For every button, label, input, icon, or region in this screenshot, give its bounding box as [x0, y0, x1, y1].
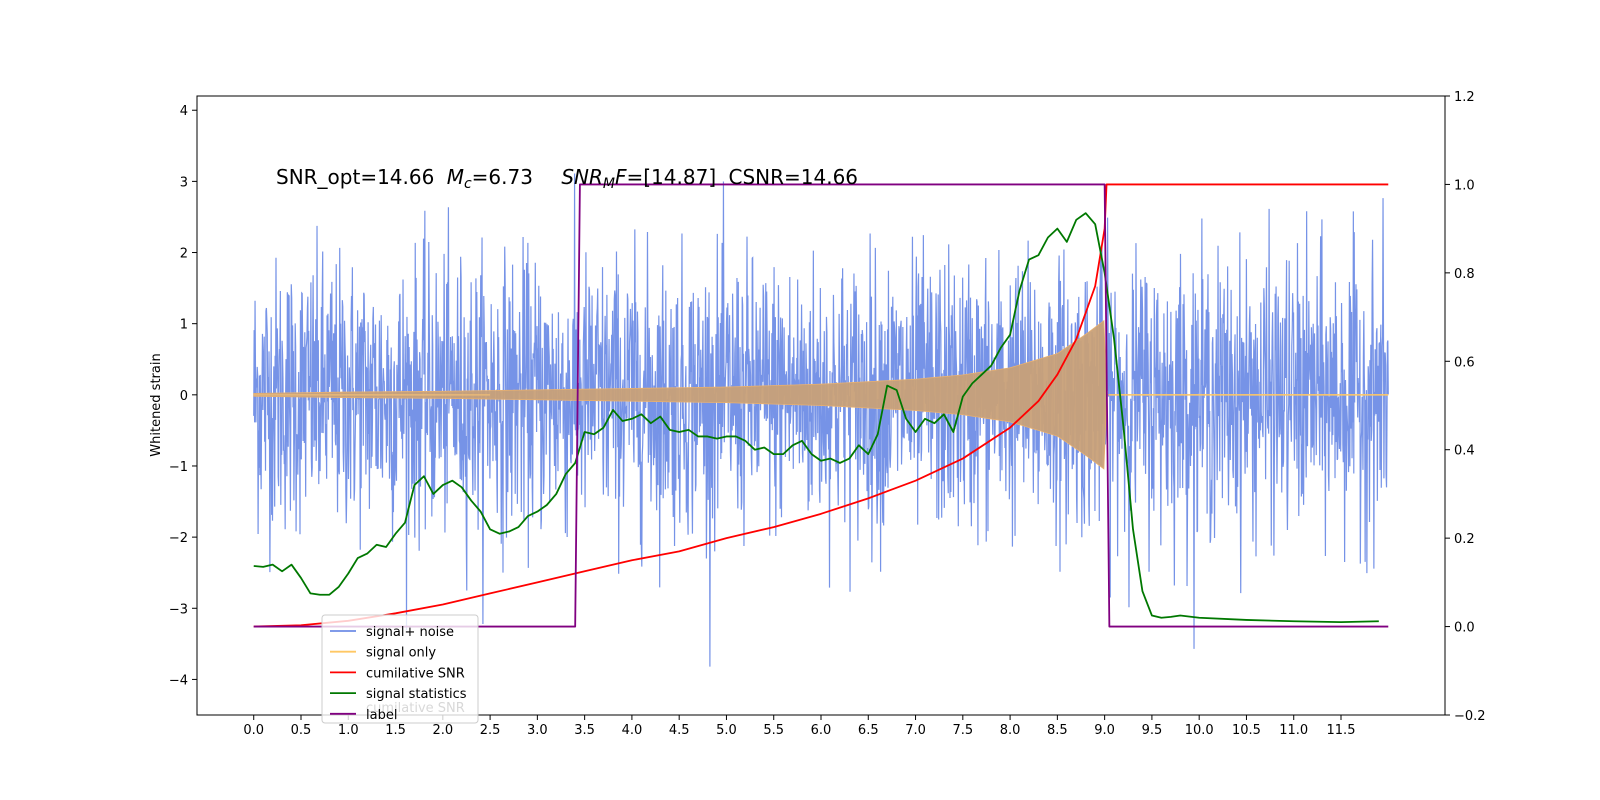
y-axis-left: 4 3 2 1 0 −1 −2 −3 −4 [169, 104, 197, 688]
snrmf-symbol: SNR [561, 165, 603, 189]
legend-entry-label: signal+ noise [366, 625, 454, 640]
line-series-group [253, 183, 1389, 628]
snr-annotation: SNR_opt=14.66 Mc=6.73 SNRMF=[14.87] CSNR… [276, 165, 858, 192]
y-left-tick-label: 2 [180, 247, 188, 262]
x-tick-label: 7.0 [905, 723, 926, 738]
x-tick-label: 5.0 [716, 723, 737, 738]
y-right-tick-label: 1.0 [1454, 178, 1475, 193]
y-left-tick-label: 0 [180, 389, 188, 404]
snr-opt-text: SNR_opt=14.66 [276, 165, 434, 189]
x-axis: 0.0 0.5 1.0 1.5 2.0 2.5 3.0 3.5 4.0 4.5 5.0 5.5 6.0 6… [243, 715, 1355, 738]
y-left-tick-label: 4 [180, 104, 188, 119]
legend-entry-label: signal only [366, 646, 436, 661]
label-line [253, 183, 1389, 628]
legend-ghost-text: cumilative SNR [366, 701, 465, 716]
x-tick-label: 1.5 [385, 723, 406, 738]
x-tick-label: 6.5 [858, 723, 879, 738]
x-tick-label: 0.0 [243, 723, 264, 738]
cumilative-snr-line [253, 183, 1389, 628]
x-tick-label: 8.5 [1047, 723, 1068, 738]
x-tick-label: 11.0 [1279, 723, 1308, 738]
x-tick-label: 9.5 [1142, 723, 1163, 738]
snrmf-subscript: M [603, 176, 615, 192]
y-axis-label: Whitened strain [149, 353, 164, 456]
plot-area [253, 173, 1389, 667]
csnr-text: CSNR=14.66 [728, 165, 858, 189]
x-tick-label: 4.5 [669, 723, 690, 738]
x-tick-label: 8.0 [1000, 723, 1021, 738]
x-tick-label: 11.5 [1327, 723, 1356, 738]
legend-entry-label: label [366, 708, 397, 723]
legend-box [321, 614, 479, 724]
signal-only-series [253, 319, 1389, 470]
mc-subscript: c [464, 176, 472, 192]
x-tick-label: 5.5 [763, 723, 784, 738]
legend: cumilative SNR signal+ noise signal only c… [321, 614, 479, 724]
signal-noise-line [253, 173, 1389, 667]
y-right-tick-label: 0.4 [1454, 444, 1475, 459]
x-tick-label: 0.5 [291, 723, 312, 738]
y-right-tick-label: 0.8 [1454, 267, 1475, 282]
legend-entry-label: signal statistics [366, 687, 467, 702]
y-left-tick-label: −2 [169, 531, 188, 546]
x-tick-label: 3.0 [527, 723, 548, 738]
y-right-tick-label: 1.2 [1454, 90, 1475, 105]
mc-symbol: M [447, 165, 464, 189]
signal-noise-series [253, 173, 1389, 667]
x-tick-label: 10.5 [1232, 723, 1261, 738]
y-right-tick-label: 0.6 [1454, 355, 1475, 370]
signal-statistics-line [253, 212, 1379, 624]
y-right-tick-label: 0.2 [1454, 532, 1475, 547]
x-tick-label: 9.0 [1094, 723, 1115, 738]
y-left-tick-label: −3 [169, 602, 188, 617]
mc-value: =6.73 [472, 165, 533, 189]
x-tick-label: 1.0 [338, 723, 359, 738]
y-left-tick-label: −4 [169, 673, 188, 688]
x-tick-label: 7.5 [952, 723, 973, 738]
y-right-tick-label: −0.2 [1454, 709, 1486, 724]
y-left-tick-label: −1 [169, 460, 188, 475]
y-right-tick-label: 0.0 [1454, 621, 1475, 636]
y-axis-right: 1.2 1.0 0.8 0.6 0.4 0.2 0.0 −0.2 [1445, 90, 1486, 724]
x-tick-label: 4.0 [622, 723, 643, 738]
y-left-tick-label: 3 [180, 175, 188, 190]
x-tick-label: 6.0 [811, 723, 832, 738]
x-tick-label: 2.5 [480, 723, 501, 738]
x-tick-label: 10.0 [1185, 723, 1214, 738]
x-tick-label: 3.5 [574, 723, 595, 738]
snrmf-f: F [615, 165, 627, 189]
y-left-tick-label: 1 [180, 318, 188, 333]
x-tick-label: 2.0 [432, 723, 453, 738]
legend-entry-label: cumilative SNR [366, 666, 465, 681]
snrmf-value: =[14.87] [627, 165, 717, 189]
